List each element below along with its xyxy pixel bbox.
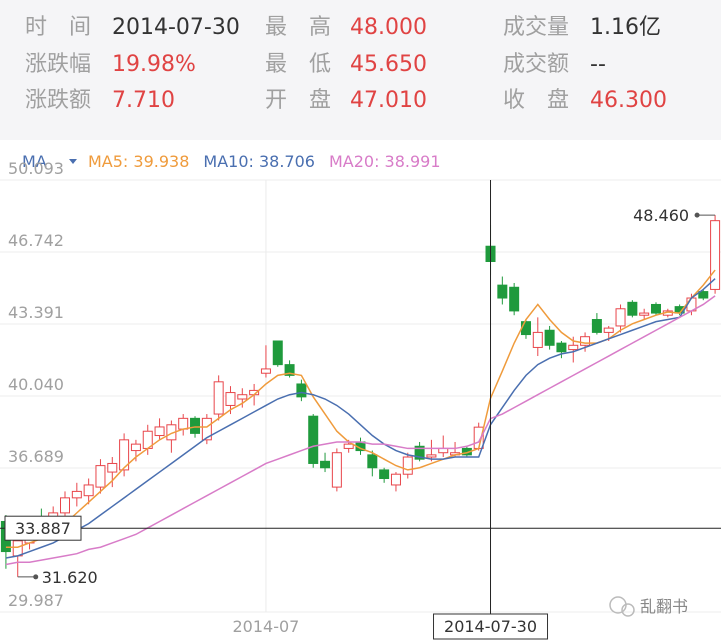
candle-body (509, 286, 520, 312)
y-tick-label: 50.093 (8, 159, 64, 178)
crosshair-x-label: 2014-07-30 (444, 617, 537, 636)
field-label: 成交额 (503, 52, 570, 77)
candle-body (95, 465, 106, 488)
watermark-text: 乱翻书 (640, 597, 688, 616)
candle-body (556, 342, 567, 353)
chart-background (0, 140, 721, 643)
y-tick-label: 36.689 (8, 447, 64, 466)
candle-body (190, 417, 201, 434)
field-label: 最高 (265, 15, 354, 40)
candle-body (568, 344, 579, 351)
candle-body (60, 497, 71, 514)
legend-entry: MA20: 38.991 (329, 152, 441, 171)
candle-body (320, 460, 331, 469)
candle-body (260, 368, 271, 374)
min-marker-label: 31.620 (42, 568, 98, 587)
field-label: 涨跌额 (25, 88, 92, 113)
candle-body (237, 394, 248, 400)
watermark-icon (621, 603, 635, 617)
candle-body (367, 454, 378, 469)
candle-body (698, 291, 709, 299)
field-label: 开盘 (265, 88, 354, 113)
min-marker-dot (33, 574, 39, 580)
legend-entry: MA10: 38.706 (203, 152, 315, 171)
candle-body (284, 364, 295, 376)
legend-entry: MA5: 39.938 (88, 152, 189, 171)
candle-body (650, 303, 661, 314)
field-label: 涨跌幅 (25, 52, 92, 77)
candle-body (308, 415, 319, 464)
candle-body (178, 417, 189, 430)
candle-body (225, 392, 236, 406)
quote-header: 时间 2014-07-30 最高 48.000 成交量 1.16亿 涨跌幅 19… (0, 0, 721, 140)
field-label: 收盘 (503, 88, 592, 113)
candle-body (119, 439, 130, 471)
candle-body (402, 456, 413, 475)
field-value: 1.16亿 (590, 15, 661, 40)
y-tick-label: 43.391 (8, 303, 64, 322)
field-value: -- (590, 52, 606, 77)
candle-body (603, 327, 614, 333)
candle-body (414, 445, 425, 460)
max-marker-dot (694, 212, 700, 218)
x-tick-label: 2014-07 (233, 617, 300, 636)
field-value: 46.300 (590, 88, 667, 113)
candle-body (154, 426, 165, 437)
candle-body (497, 284, 508, 299)
candle-body (71, 490, 82, 499)
candle-body (580, 336, 591, 346)
candle-body (107, 462, 118, 473)
candle-body (213, 381, 224, 415)
candle-body (639, 312, 650, 316)
field-label: 最低 (265, 52, 354, 77)
crosshair-x-box (433, 613, 549, 640)
field-value: 48.000 (350, 15, 427, 40)
candle-body (201, 417, 212, 441)
candle-body (390, 473, 401, 486)
field-value: 47.010 (350, 88, 427, 113)
field-value: 19.98% (112, 52, 196, 77)
ma-line (5, 278, 716, 559)
candle-body (544, 329, 555, 346)
watermark: 乱翻书 (609, 596, 688, 617)
candle-body (591, 319, 602, 333)
candle-body (520, 321, 531, 336)
candle-body (426, 454, 437, 458)
candle-body (710, 220, 721, 290)
crosshair-y-box (4, 515, 82, 541)
field-value: 45.650 (350, 52, 427, 77)
candle-body (379, 469, 390, 480)
candle-body (83, 484, 94, 497)
indicator-selector[interactable]: MA (22, 152, 47, 171)
candle-body (12, 540, 23, 557)
y-tick-label: 29.987 (8, 591, 64, 610)
field-label: 成交量 (503, 15, 570, 40)
candle-body (331, 452, 342, 488)
y-tick-label: 46.742 (8, 231, 64, 250)
candle-body (296, 383, 307, 398)
field-value: 7.710 (112, 88, 175, 113)
ma-line (5, 295, 716, 566)
candle-body (272, 340, 283, 366)
candle-body (627, 301, 638, 316)
candle-body (343, 443, 354, 449)
y-tick-label: 40.040 (8, 375, 64, 394)
candle-body (130, 443, 141, 452)
candle-body (615, 308, 626, 327)
dropdown-arrow[interactable] (69, 159, 77, 164)
max-marker-label: 48.460 (633, 206, 689, 225)
crosshair-y-label: 33.887 (15, 519, 71, 538)
field-label: 时间 (25, 15, 114, 40)
field-value: 2014-07-30 (112, 15, 240, 40)
candle-body (532, 331, 543, 348)
